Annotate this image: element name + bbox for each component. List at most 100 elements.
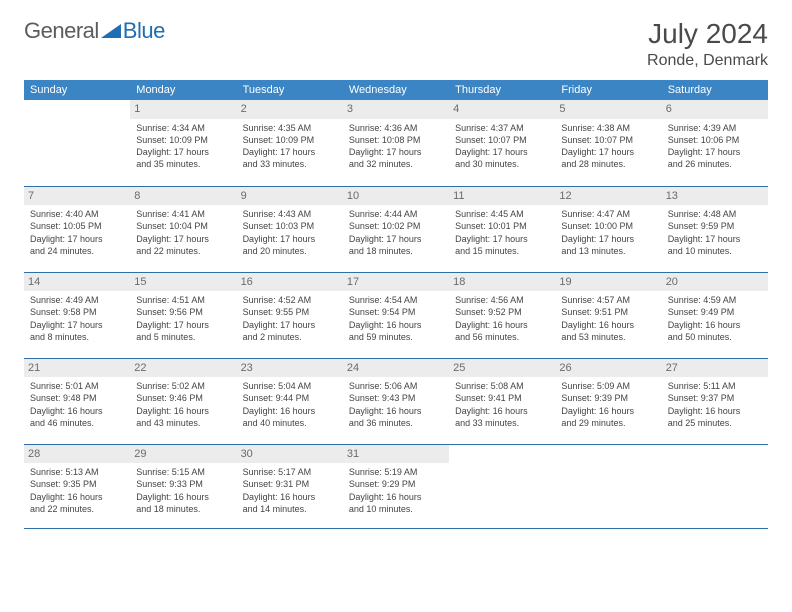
calendar-cell: [662, 444, 768, 528]
sunset-text: Sunset: 10:02 PM: [349, 220, 443, 232]
daylight-text: and 5 minutes.: [136, 331, 230, 343]
sunset-text: Sunset: 9:48 PM: [30, 392, 124, 404]
calendar-cell: 1Sunrise: 4:34 AMSunset: 10:09 PMDayligh…: [130, 100, 236, 186]
calendar-cell: 17Sunrise: 4:54 AMSunset: 9:54 PMDayligh…: [343, 272, 449, 358]
calendar-cell: 30Sunrise: 5:17 AMSunset: 9:31 PMDayligh…: [237, 444, 343, 528]
sunset-text: Sunset: 9:55 PM: [243, 306, 337, 318]
daylight-text: and 59 minutes.: [349, 331, 443, 343]
sunrise-text: Sunrise: 4:47 AM: [561, 208, 655, 220]
title-block: July 2024 Ronde, Denmark: [647, 18, 768, 70]
calendar-cell: 13Sunrise: 4:48 AMSunset: 9:59 PMDayligh…: [662, 186, 768, 272]
calendar-week: 7Sunrise: 4:40 AMSunset: 10:05 PMDayligh…: [24, 186, 768, 272]
calendar-table: Sunday Monday Tuesday Wednesday Thursday…: [24, 80, 768, 529]
sunset-text: Sunset: 9:46 PM: [136, 392, 230, 404]
sunset-text: Sunset: 10:09 PM: [136, 134, 230, 146]
daylight-text: Daylight: 17 hours: [30, 233, 124, 245]
header: General Blue July 2024 Ronde, Denmark: [24, 18, 768, 70]
daylight-text: and 46 minutes.: [30, 417, 124, 429]
sunset-text: Sunset: 10:05 PM: [30, 220, 124, 232]
day-number: 9: [237, 187, 343, 206]
calendar-cell: 21Sunrise: 5:01 AMSunset: 9:48 PMDayligh…: [24, 358, 130, 444]
day-number: 4: [449, 100, 555, 119]
day-number: 5: [555, 100, 661, 119]
daylight-text: Daylight: 16 hours: [561, 319, 655, 331]
daylight-text: and 15 minutes.: [455, 245, 549, 257]
day-number: 29: [130, 445, 236, 464]
calendar-cell: 15Sunrise: 4:51 AMSunset: 9:56 PMDayligh…: [130, 272, 236, 358]
sunset-text: Sunset: 9:49 PM: [668, 306, 762, 318]
calendar-cell: 20Sunrise: 4:59 AMSunset: 9:49 PMDayligh…: [662, 272, 768, 358]
calendar-cell: 28Sunrise: 5:13 AMSunset: 9:35 PMDayligh…: [24, 444, 130, 528]
sunset-text: Sunset: 9:29 PM: [349, 478, 443, 490]
daylight-text: Daylight: 16 hours: [30, 405, 124, 417]
day-number: 24: [343, 359, 449, 378]
calendar-week: 1Sunrise: 4:34 AMSunset: 10:09 PMDayligh…: [24, 100, 768, 186]
daylight-text: Daylight: 16 hours: [136, 491, 230, 503]
sunset-text: Sunset: 10:08 PM: [349, 134, 443, 146]
daylight-text: and 56 minutes.: [455, 331, 549, 343]
sunrise-text: Sunrise: 5:01 AM: [30, 380, 124, 392]
calendar-cell: 10Sunrise: 4:44 AMSunset: 10:02 PMDaylig…: [343, 186, 449, 272]
daylight-text: and 20 minutes.: [243, 245, 337, 257]
sunrise-text: Sunrise: 4:41 AM: [136, 208, 230, 220]
sunset-text: Sunset: 9:43 PM: [349, 392, 443, 404]
sunset-text: Sunset: 9:58 PM: [30, 306, 124, 318]
daylight-text: and 35 minutes.: [136, 158, 230, 170]
calendar-cell: [555, 444, 661, 528]
daylight-text: and 2 minutes.: [243, 331, 337, 343]
daylight-text: and 40 minutes.: [243, 417, 337, 429]
calendar-cell: 6Sunrise: 4:39 AMSunset: 10:06 PMDayligh…: [662, 100, 768, 186]
daylight-text: and 8 minutes.: [30, 331, 124, 343]
daylight-text: Daylight: 17 hours: [561, 233, 655, 245]
sunrise-text: Sunrise: 4:48 AM: [668, 208, 762, 220]
sunrise-text: Sunrise: 4:40 AM: [30, 208, 124, 220]
sunrise-text: Sunrise: 5:15 AM: [136, 466, 230, 478]
day-number: 22: [130, 359, 236, 378]
day-number: 19: [555, 273, 661, 292]
day-number: 6: [662, 100, 768, 119]
sunset-text: Sunset: 9:54 PM: [349, 306, 443, 318]
daylight-text: Daylight: 16 hours: [349, 319, 443, 331]
day-number: 26: [555, 359, 661, 378]
calendar-cell: 9Sunrise: 4:43 AMSunset: 10:03 PMDayligh…: [237, 186, 343, 272]
calendar-cell: 12Sunrise: 4:47 AMSunset: 10:00 PMDaylig…: [555, 186, 661, 272]
sunrise-text: Sunrise: 4:59 AM: [668, 294, 762, 306]
day-number: 15: [130, 273, 236, 292]
day-number: 16: [237, 273, 343, 292]
day-header: Wednesday: [343, 80, 449, 100]
calendar-week: 21Sunrise: 5:01 AMSunset: 9:48 PMDayligh…: [24, 358, 768, 444]
sunrise-text: Sunrise: 4:54 AM: [349, 294, 443, 306]
sunset-text: Sunset: 9:39 PM: [561, 392, 655, 404]
calendar-cell: 16Sunrise: 4:52 AMSunset: 9:55 PMDayligh…: [237, 272, 343, 358]
sunset-text: Sunset: 10:00 PM: [561, 220, 655, 232]
daylight-text: Daylight: 17 hours: [136, 319, 230, 331]
daylight-text: and 25 minutes.: [668, 417, 762, 429]
daylight-text: and 22 minutes.: [30, 503, 124, 515]
calendar-cell: 31Sunrise: 5:19 AMSunset: 9:29 PMDayligh…: [343, 444, 449, 528]
day-number: 7: [24, 187, 130, 206]
sunset-text: Sunset: 10:07 PM: [561, 134, 655, 146]
day-number: 27: [662, 359, 768, 378]
daylight-text: Daylight: 16 hours: [455, 319, 549, 331]
daylight-text: and 50 minutes.: [668, 331, 762, 343]
calendar-cell: 23Sunrise: 5:04 AMSunset: 9:44 PMDayligh…: [237, 358, 343, 444]
sunrise-text: Sunrise: 4:34 AM: [136, 122, 230, 134]
daylight-text: Daylight: 16 hours: [136, 405, 230, 417]
day-header: Friday: [555, 80, 661, 100]
daylight-text: and 32 minutes.: [349, 158, 443, 170]
calendar-cell: 26Sunrise: 5:09 AMSunset: 9:39 PMDayligh…: [555, 358, 661, 444]
calendar-cell: 11Sunrise: 4:45 AMSunset: 10:01 PMDaylig…: [449, 186, 555, 272]
daylight-text: and 28 minutes.: [561, 158, 655, 170]
daylight-text: and 33 minutes.: [455, 417, 549, 429]
day-number: 18: [449, 273, 555, 292]
calendar-cell: 24Sunrise: 5:06 AMSunset: 9:43 PMDayligh…: [343, 358, 449, 444]
day-number: 1: [130, 100, 236, 119]
daylight-text: and 14 minutes.: [243, 503, 337, 515]
daylight-text: Daylight: 16 hours: [243, 405, 337, 417]
daylight-text: Daylight: 17 hours: [243, 233, 337, 245]
daylight-text: Daylight: 16 hours: [349, 491, 443, 503]
logo-word1: General: [24, 18, 99, 44]
daylight-text: and 22 minutes.: [136, 245, 230, 257]
daylight-text: and 36 minutes.: [349, 417, 443, 429]
calendar-week: 28Sunrise: 5:13 AMSunset: 9:35 PMDayligh…: [24, 444, 768, 528]
